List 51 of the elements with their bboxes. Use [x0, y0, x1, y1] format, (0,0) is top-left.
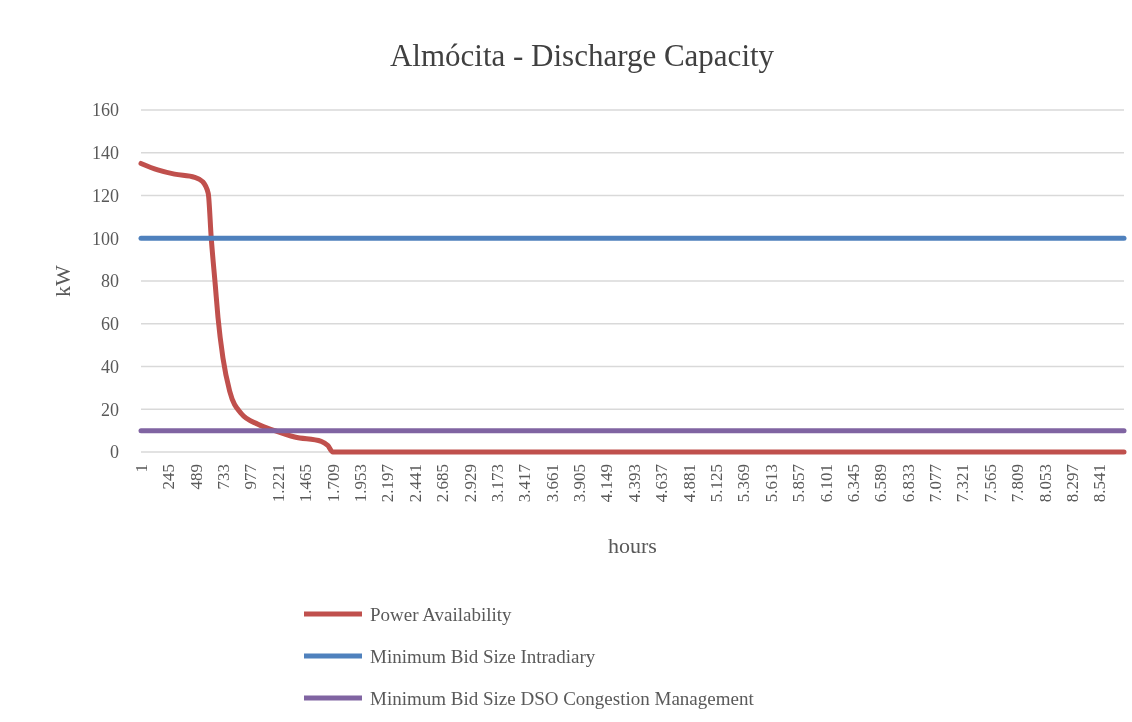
- x-tick-label: 1: [131, 464, 151, 473]
- x-tick-label: 3.173: [487, 464, 507, 503]
- y-axis-title: kW: [50, 264, 75, 297]
- x-tick-label: 6.101: [816, 464, 836, 503]
- x-tick-label: 1.709: [323, 464, 343, 503]
- x-tick-label: 4.881: [679, 464, 699, 503]
- legend-label: Minimum Bid Size DSO Congestion Management: [370, 687, 755, 709]
- y-tick-label: 40: [101, 356, 119, 377]
- x-tick-label: 1.221: [268, 464, 288, 503]
- x-tick-label: 1.953: [351, 464, 371, 503]
- x-tick-label: 977: [241, 463, 261, 490]
- y-tick-label: 60: [101, 314, 119, 335]
- x-tick-label: 5.125: [707, 464, 726, 503]
- y-tick-label: 120: [92, 185, 119, 206]
- x-tick-label: 5.369: [734, 464, 754, 503]
- x-tick-label: 1.465: [296, 464, 316, 503]
- x-tick-label: 489: [186, 464, 206, 490]
- x-tick-label: 245: [159, 464, 179, 490]
- x-tick-label: 2.685: [433, 464, 453, 503]
- x-axis-title: hours: [608, 533, 657, 558]
- y-tick-label: 140: [92, 143, 119, 164]
- x-tick-label: 4.393: [624, 464, 644, 503]
- y-tick-label: 100: [92, 228, 119, 249]
- y-tick-label: 160: [92, 100, 119, 121]
- x-tick-label: 7.077: [926, 463, 946, 503]
- x-tick-label: 7.565: [980, 464, 1000, 503]
- x-tick-label: 2.441: [405, 464, 425, 503]
- x-tick-label: 8.297: [1062, 463, 1082, 503]
- x-tick-label: 2.929: [460, 464, 480, 503]
- legend-label: Minimum Bid Size Intradiary: [370, 645, 596, 667]
- x-tick-label: 6.833: [898, 464, 918, 503]
- x-tick-label: 7.809: [1008, 464, 1028, 503]
- y-tick-label: 80: [101, 271, 119, 292]
- x-tick-label: 4.149: [597, 464, 617, 503]
- y-tick-label: 20: [101, 399, 119, 420]
- x-tick-label: 3.905: [570, 464, 590, 503]
- x-tick-label: 3.661: [542, 464, 562, 503]
- x-tick-label: 6.589: [871, 464, 891, 503]
- chart-title: Almócita - Discharge Capacity: [389, 38, 775, 73]
- x-tick-label: 2.197: [378, 463, 398, 503]
- legend-label: Power Availability: [370, 603, 513, 625]
- x-tick-label: 8.541: [1090, 464, 1110, 503]
- x-tick-label: 4.637: [652, 463, 672, 503]
- x-tick-label: 7.321: [953, 464, 973, 503]
- x-tick-label: 6.345: [843, 464, 863, 503]
- x-tick-label: 5.613: [761, 464, 781, 503]
- x-tick-label: 8.053: [1035, 464, 1055, 503]
- y-tick-label: 0: [110, 442, 119, 463]
- x-tick-label: 5.857: [789, 463, 809, 503]
- x-tick-label: 3.417: [515, 463, 535, 503]
- x-tick-label: 733: [214, 464, 234, 490]
